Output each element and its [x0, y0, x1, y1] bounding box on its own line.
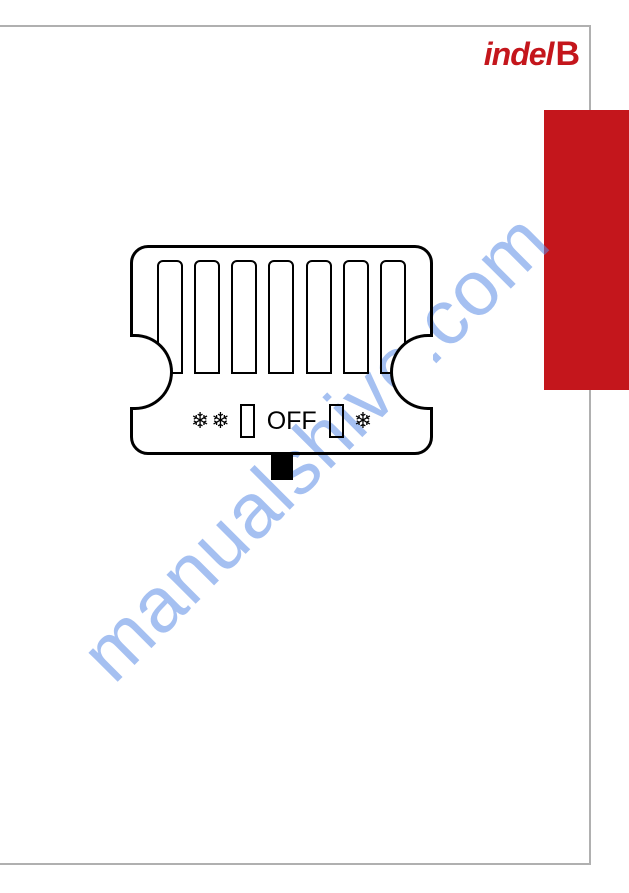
control-slot: [329, 404, 344, 438]
vent-slot: [231, 260, 257, 374]
snowflake-icon: ❄: [191, 410, 209, 432]
page-border-top: [0, 25, 590, 27]
snowflake-group-right: ❄: [354, 410, 372, 432]
vent-slot: [268, 260, 294, 374]
red-side-tab: [544, 110, 629, 390]
vent-slot: [306, 260, 332, 374]
switch-box: ❄ ❄ OFF ❄: [130, 245, 433, 455]
control-row: ❄ ❄ OFF ❄: [133, 404, 430, 438]
snowflake-icon: ❄: [211, 410, 229, 432]
brand-logo: indelB: [484, 35, 579, 74]
vent-slot: [194, 260, 220, 374]
switch-lever[interactable]: [271, 452, 293, 480]
brand-name-part2: B: [555, 35, 579, 73]
control-slot: [240, 404, 255, 438]
switch-diagram: ❄ ❄ OFF ❄: [130, 245, 433, 455]
snowflake-group-left: ❄ ❄: [191, 410, 230, 432]
snowflake-icon: ❄: [354, 410, 372, 432]
off-label: OFF: [267, 407, 317, 436]
vents-row: [133, 260, 430, 370]
vent-slot: [343, 260, 369, 374]
brand-name-part1: indel: [484, 36, 554, 72]
page-border-bottom: [0, 863, 590, 865]
